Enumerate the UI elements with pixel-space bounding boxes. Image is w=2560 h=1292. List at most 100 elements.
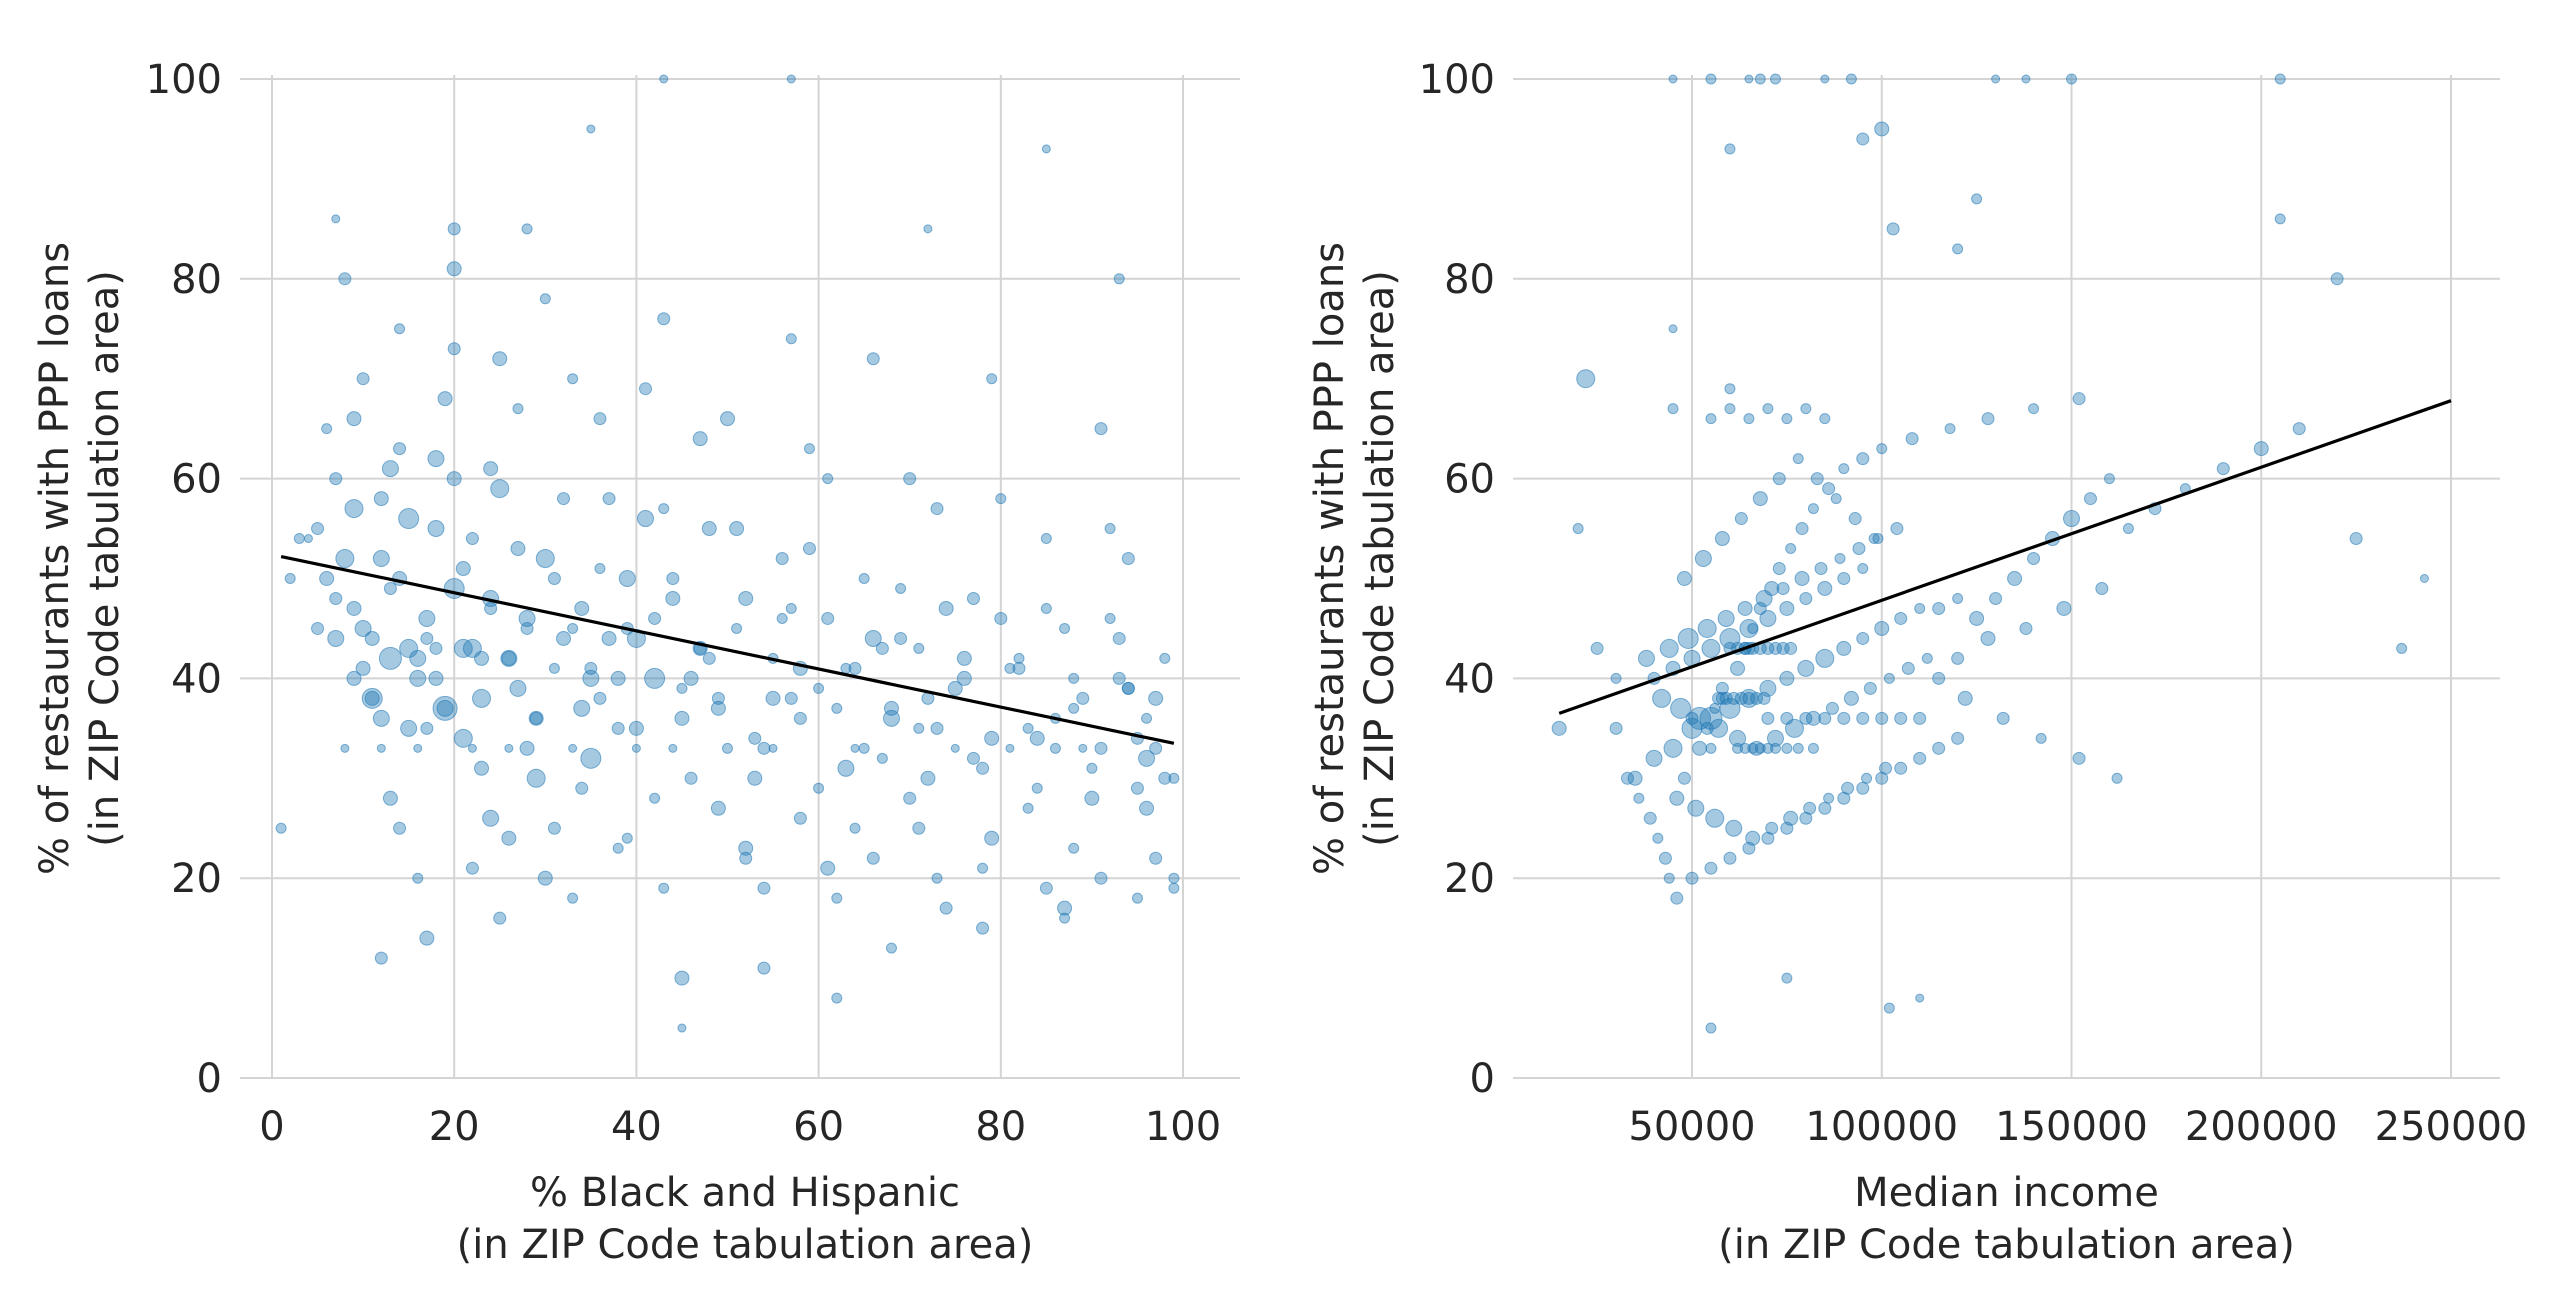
- data-point: [465, 532, 479, 546]
- data-point: [1780, 821, 1794, 835]
- data-point: [950, 743, 960, 753]
- data-point: [1818, 801, 1832, 815]
- data-point: [1932, 671, 1946, 685]
- data-point: [1121, 681, 1135, 695]
- data-point: [382, 790, 398, 806]
- data-point: [903, 472, 917, 486]
- data-point: [1139, 800, 1155, 816]
- data-point: [1913, 751, 1927, 765]
- data-point: [1704, 861, 1718, 875]
- data-point: [920, 770, 936, 786]
- data-point: [813, 682, 825, 694]
- data-point: [1658, 851, 1672, 865]
- data-point: [1094, 422, 1108, 436]
- data-point: [1822, 482, 1836, 496]
- data-point: [303, 534, 313, 544]
- data-point: [1969, 610, 1985, 626]
- data-point: [813, 782, 825, 794]
- data-point: [913, 722, 925, 734]
- data-point: [2274, 73, 2286, 85]
- data-point: [393, 821, 407, 835]
- data-point: [976, 761, 990, 775]
- x-tick-label: 100: [1145, 1104, 1221, 1150]
- data-point: [913, 642, 925, 654]
- data-point: [529, 711, 543, 725]
- data-point: [1952, 592, 1964, 604]
- data-point: [668, 743, 678, 753]
- y-tick-label: 60: [1444, 457, 1495, 503]
- data-point: [393, 442, 407, 456]
- data-point: [930, 721, 944, 735]
- data-point: [378, 646, 402, 670]
- data-point: [1874, 121, 1890, 137]
- data-point: [1768, 641, 1782, 655]
- data-point: [1800, 403, 1812, 415]
- x-tick-label: 250000: [2375, 1104, 2528, 1150]
- data-point: [976, 921, 990, 935]
- data-point: [1875, 771, 1889, 785]
- data-point: [692, 431, 708, 447]
- data-point: [1996, 711, 2010, 725]
- data-point: [1836, 640, 1852, 656]
- data-point: [504, 743, 514, 753]
- data-point: [329, 472, 343, 486]
- data-point: [1742, 691, 1756, 705]
- data-point: [701, 521, 717, 537]
- data-point: [984, 730, 1000, 746]
- data-point: [1914, 602, 1926, 614]
- data-point: [1868, 533, 1880, 545]
- data-point: [601, 630, 617, 646]
- data-point: [1576, 369, 1596, 389]
- data-point: [1633, 792, 1645, 804]
- data-point: [364, 630, 380, 646]
- data-point: [1792, 742, 1804, 754]
- data-point: [1670, 697, 1692, 719]
- data-point: [1766, 729, 1784, 747]
- data-point: [2330, 272, 2344, 286]
- data-point: [1894, 761, 1908, 775]
- data-point: [447, 222, 461, 236]
- data-point: [1944, 423, 1956, 435]
- data-point: [618, 570, 636, 587]
- data-point: [875, 641, 889, 655]
- data-point: [684, 771, 698, 785]
- data-point: [885, 942, 897, 954]
- x-tick-label: 40: [611, 1104, 662, 1150]
- data-point: [1141, 712, 1153, 724]
- data-point: [372, 550, 390, 568]
- data-point: [1012, 661, 1026, 675]
- data-point: [383, 581, 397, 595]
- data-point: [1762, 742, 1774, 754]
- data-point: [1620, 771, 1634, 785]
- data-point: [1776, 581, 1790, 595]
- data-point: [1739, 742, 1751, 754]
- data-point: [2056, 600, 2072, 616]
- y-tick-label: 40: [1444, 656, 1495, 702]
- data-point: [1772, 472, 1786, 486]
- data-point: [793, 711, 807, 725]
- data-point: [1747, 622, 1759, 634]
- data-point: [984, 830, 1000, 846]
- data-point: [537, 870, 553, 886]
- data-point: [831, 892, 843, 904]
- data-point: [483, 461, 499, 477]
- y-tick-label: 0: [197, 1056, 222, 1102]
- data-point: [1825, 701, 1839, 715]
- data-point: [394, 323, 406, 335]
- data-point: [1627, 770, 1643, 786]
- x-tick-label: 20: [429, 1104, 480, 1150]
- data-point: [474, 760, 490, 776]
- data-point: [1913, 711, 1927, 725]
- data-point: [1168, 872, 1180, 884]
- x-axis-label: % Black and Hispanic: [530, 1170, 960, 1216]
- data-point: [593, 691, 607, 705]
- data-point: [1004, 662, 1016, 674]
- data-point: [658, 882, 670, 894]
- data-point: [427, 450, 445, 468]
- data-point: [710, 700, 726, 716]
- data-point: [1874, 620, 1890, 636]
- data-point: [467, 743, 477, 753]
- data-point: [1113, 273, 1125, 285]
- data-point: [1781, 413, 1793, 425]
- data-point: [1551, 720, 1567, 736]
